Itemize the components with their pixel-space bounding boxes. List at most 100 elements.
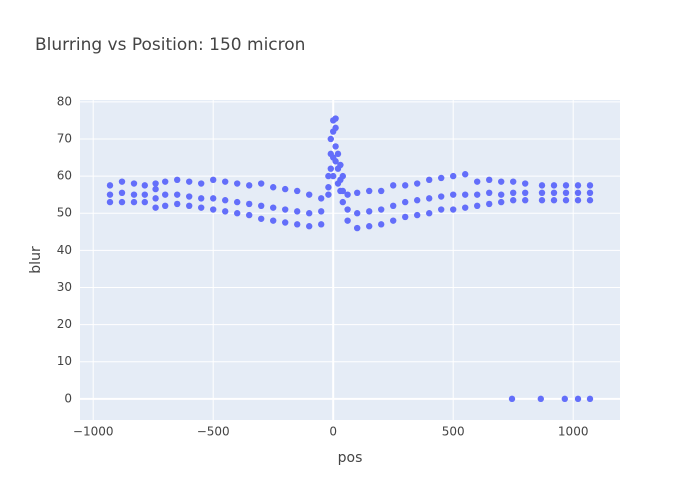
- point: [339, 172, 346, 180]
- point: [258, 202, 265, 210]
- point: [174, 176, 181, 184]
- point: [498, 178, 505, 185]
- point: [562, 189, 570, 197]
- point: [130, 180, 138, 187]
- point: [332, 143, 339, 150]
- point: [152, 204, 159, 211]
- point: [130, 191, 138, 198]
- point: [106, 191, 114, 198]
- point: [550, 197, 558, 204]
- point: [378, 187, 385, 195]
- point: [141, 198, 148, 206]
- point: [186, 178, 193, 185]
- point: [306, 210, 313, 217]
- point: [198, 180, 205, 187]
- y-tick-label: 30: [57, 280, 72, 294]
- x-tick-label: −1000: [73, 425, 114, 439]
- point: [118, 178, 126, 185]
- point: [334, 150, 342, 158]
- point: [318, 221, 325, 228]
- y-tick-label: 80: [57, 94, 72, 108]
- point: [118, 189, 126, 197]
- point: [318, 195, 325, 202]
- point: [414, 211, 421, 219]
- point: [198, 195, 205, 202]
- point: [462, 191, 469, 198]
- point: [325, 184, 332, 191]
- point: [337, 161, 344, 169]
- point: [474, 191, 481, 198]
- point: [450, 172, 457, 180]
- point: [186, 193, 193, 200]
- point: [586, 182, 594, 189]
- point: [332, 158, 339, 165]
- point: [339, 187, 346, 195]
- point: [152, 180, 159, 187]
- point: [586, 189, 594, 197]
- point: [294, 221, 301, 228]
- point: [318, 208, 325, 215]
- point: [426, 195, 433, 202]
- point: [330, 172, 337, 180]
- point: [152, 185, 159, 193]
- point: [332, 124, 339, 132]
- point: [561, 395, 568, 403]
- point: [562, 182, 570, 189]
- point: [537, 395, 544, 403]
- point: [210, 195, 217, 202]
- point: [390, 182, 397, 189]
- plot-area: [80, 100, 620, 420]
- point: [327, 165, 334, 172]
- point: [390, 202, 397, 210]
- point: [522, 197, 529, 204]
- point: [426, 210, 433, 217]
- point: [294, 208, 301, 215]
- point: [344, 191, 351, 198]
- point: [366, 187, 373, 195]
- point: [462, 171, 469, 178]
- point: [306, 223, 313, 230]
- point: [550, 189, 558, 197]
- x-tick-label: 1000: [558, 425, 589, 439]
- x-tick-label: −500: [197, 425, 230, 439]
- point: [538, 197, 546, 204]
- point: [438, 174, 445, 182]
- point: [282, 219, 289, 226]
- point: [344, 206, 351, 213]
- point: [486, 200, 493, 208]
- y-axis-title: blur: [28, 246, 44, 274]
- point: [152, 195, 159, 202]
- point: [508, 395, 516, 403]
- point: [222, 208, 229, 215]
- point: [414, 180, 421, 187]
- point: [258, 180, 265, 187]
- point: [162, 178, 169, 185]
- point: [402, 198, 409, 206]
- point: [141, 191, 148, 198]
- point: [162, 202, 169, 210]
- point: [402, 182, 409, 189]
- point: [354, 210, 361, 217]
- point: [486, 189, 493, 197]
- y-tick-label: 0: [64, 391, 72, 405]
- point: [354, 189, 361, 197]
- point: [378, 221, 385, 228]
- point: [198, 204, 205, 211]
- y-tick-label: 60: [57, 169, 72, 183]
- point: [306, 191, 313, 198]
- point: [574, 182, 582, 189]
- point: [258, 215, 265, 222]
- point: [106, 182, 114, 189]
- point: [450, 191, 457, 198]
- point: [282, 206, 289, 213]
- point: [462, 204, 469, 211]
- point: [130, 198, 138, 206]
- point: [174, 200, 181, 208]
- point: [270, 184, 277, 191]
- point: [522, 180, 529, 187]
- point: [332, 115, 339, 122]
- point: [402, 213, 409, 221]
- point: [270, 217, 277, 224]
- point: [474, 202, 481, 210]
- point: [339, 198, 346, 206]
